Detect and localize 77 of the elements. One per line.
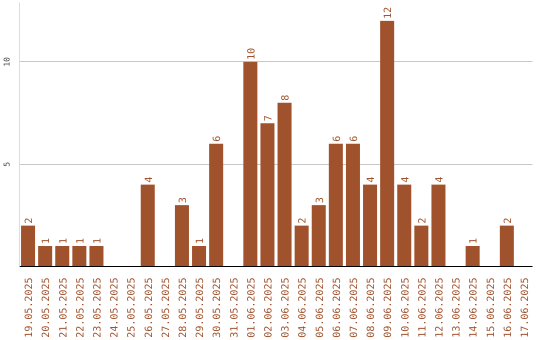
bar bbox=[174, 205, 189, 266]
data-label: 1 bbox=[195, 238, 206, 244]
x-tick-label: 09.06.2025 bbox=[383, 277, 394, 338]
x-tick-label: 16.06.2025 bbox=[502, 277, 514, 338]
x-tick-label: 31.05.2025 bbox=[229, 277, 240, 338]
bar bbox=[21, 226, 36, 266]
data-label: 10 bbox=[246, 48, 258, 60]
x-tick-label: 07.06.2025 bbox=[348, 277, 360, 338]
x-tick-label: 01.06.2025 bbox=[246, 277, 258, 338]
x-tick-label: 20.05.2025 bbox=[41, 277, 52, 338]
data-label: 2 bbox=[417, 218, 428, 224]
bar bbox=[38, 246, 52, 266]
bar bbox=[380, 20, 394, 266]
data-label: 1 bbox=[41, 238, 52, 244]
x-tick-label: 11.06.2025 bbox=[417, 277, 428, 338]
x-tick-label: 23.05.2025 bbox=[92, 277, 104, 338]
data-label: 1 bbox=[75, 238, 86, 244]
x-tick-label: 15.06.2025 bbox=[486, 277, 497, 338]
bar bbox=[294, 226, 309, 266]
x-tick-label: 17.06.2025 bbox=[520, 277, 531, 338]
data-label: 6 bbox=[332, 136, 343, 142]
bar bbox=[209, 144, 224, 266]
data-label: 8 bbox=[280, 94, 292, 101]
bar bbox=[414, 226, 428, 266]
x-tick-label: 12.06.2025 bbox=[434, 277, 446, 338]
data-label: 2 bbox=[298, 218, 309, 224]
bar bbox=[346, 144, 360, 266]
bar bbox=[140, 184, 155, 266]
bar bbox=[55, 246, 70, 266]
data-label: 3 bbox=[178, 197, 189, 204]
bar bbox=[278, 102, 292, 266]
bar bbox=[500, 226, 514, 266]
bar bbox=[72, 246, 86, 266]
data-label: 7 bbox=[263, 115, 274, 122]
x-tick-label: 29.05.2025 bbox=[195, 277, 206, 338]
x-tick-label: 13.06.2025 bbox=[452, 277, 463, 338]
x-tick-label: 24.05.2025 bbox=[110, 277, 121, 338]
bar bbox=[192, 246, 206, 266]
data-label: 6 bbox=[212, 136, 224, 142]
x-tick-label: 22.05.2025 bbox=[75, 277, 86, 338]
x-tick-label: 27.05.2025 bbox=[160, 277, 172, 338]
bar bbox=[397, 184, 412, 266]
x-tick-label: 10.06.2025 bbox=[400, 277, 412, 338]
data-label: 4 bbox=[366, 176, 378, 183]
data-label: 12 bbox=[383, 6, 394, 19]
bar bbox=[260, 123, 274, 266]
data-label: 2 bbox=[502, 218, 514, 224]
x-tick-label: 02.06.2025 bbox=[263, 277, 274, 338]
bar bbox=[312, 205, 326, 266]
x-tick-label: 03.06.2025 bbox=[280, 277, 292, 338]
x-tick-label: 28.05.2025 bbox=[178, 277, 189, 338]
data-label: 1 bbox=[468, 238, 480, 244]
x-tick-label: 30.05.2025 bbox=[212, 277, 224, 338]
x-tick-label: 19.05.2025 bbox=[24, 277, 36, 338]
bar bbox=[243, 62, 258, 266]
y-tick-label: 5 bbox=[2, 162, 12, 167]
data-label: 1 bbox=[58, 238, 70, 244]
x-tick-label: 06.06.2025 bbox=[332, 277, 343, 338]
bar bbox=[466, 246, 480, 266]
bar bbox=[328, 144, 343, 266]
data-label: 4 bbox=[400, 176, 412, 183]
bar bbox=[363, 184, 378, 266]
bar bbox=[431, 184, 446, 266]
data-label: 4 bbox=[144, 176, 155, 183]
x-tick-label: 04.06.2025 bbox=[298, 277, 309, 338]
x-tick-label: 14.06.2025 bbox=[468, 277, 480, 338]
x-tick-label: 08.06.2025 bbox=[366, 277, 378, 338]
data-label: 3 bbox=[314, 197, 326, 204]
x-tick-label: 25.05.2025 bbox=[126, 277, 138, 338]
bar bbox=[89, 246, 104, 266]
data-label: 6 bbox=[348, 136, 360, 142]
data-label: 2 bbox=[24, 218, 36, 224]
data-label: 4 bbox=[434, 176, 446, 183]
x-tick-label: 26.05.2025 bbox=[144, 277, 155, 338]
x-tick-label: 21.05.2025 bbox=[58, 277, 70, 338]
data-label: 1 bbox=[92, 238, 104, 244]
x-tick-label: 05.06.2025 bbox=[314, 277, 326, 338]
